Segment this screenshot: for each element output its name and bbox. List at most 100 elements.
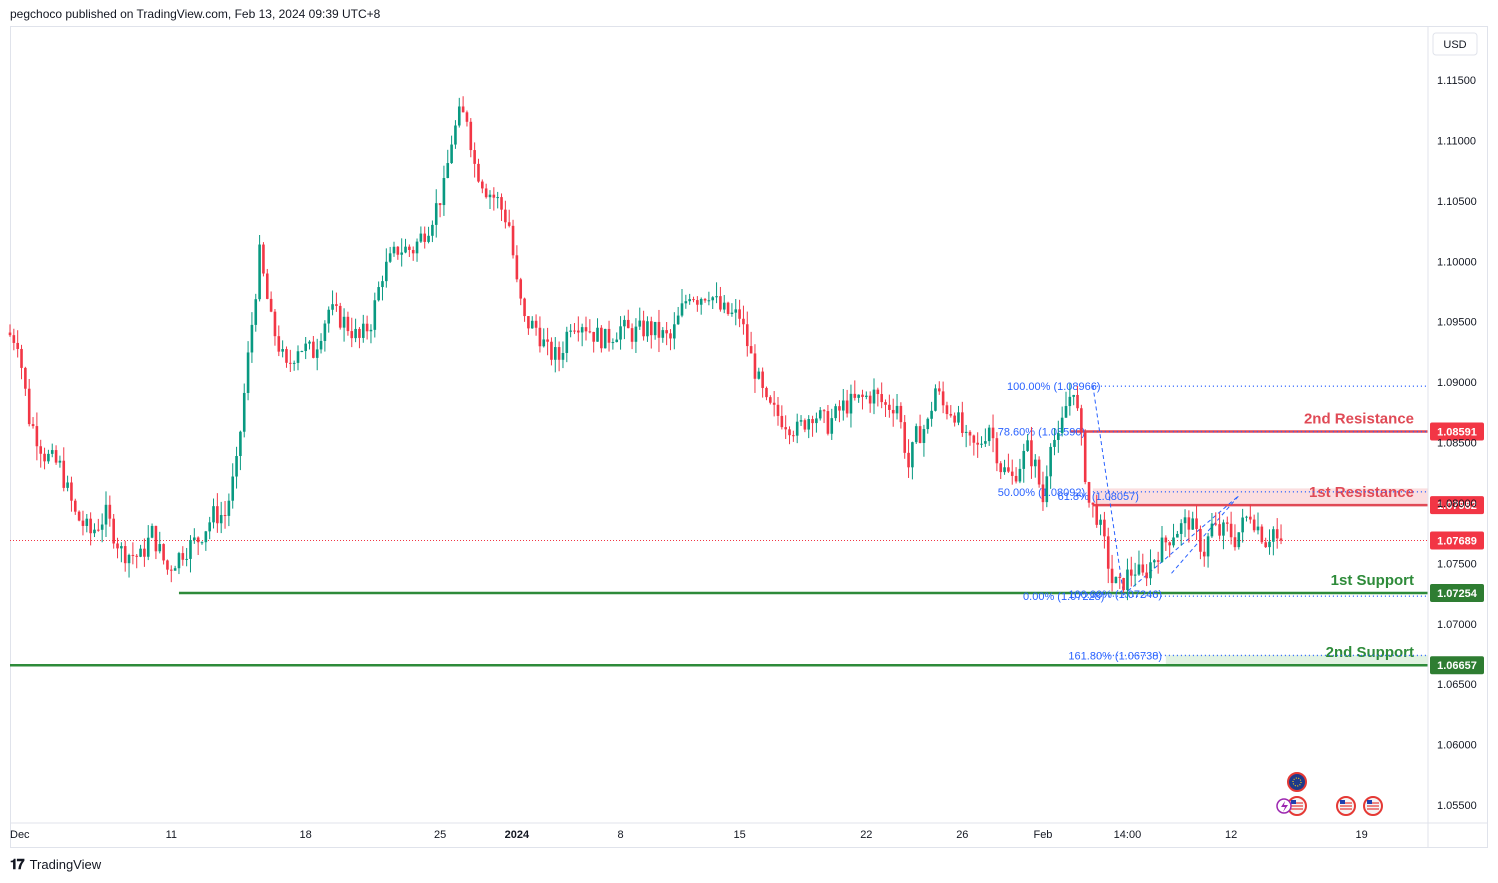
candle-body xyxy=(788,429,791,436)
candle-body xyxy=(189,540,192,559)
time-tick-label: 22 xyxy=(860,829,872,841)
tradingview-logo-icon[interactable]: 𝟏𝟕 xyxy=(10,856,25,872)
candle-body xyxy=(27,388,31,425)
currency-box[interactable] xyxy=(1432,32,1478,56)
candle-body xyxy=(1199,529,1202,552)
candle-body xyxy=(849,393,853,414)
candle-body xyxy=(70,482,73,501)
candle-body xyxy=(1133,574,1137,576)
candle-body xyxy=(492,194,496,198)
resistance-zone xyxy=(1092,488,1428,506)
candle-body xyxy=(1237,532,1241,548)
candle-body xyxy=(408,246,411,250)
candle-body xyxy=(262,244,265,274)
candle-body xyxy=(734,309,738,313)
candle-body xyxy=(865,395,868,397)
candle-body xyxy=(1118,576,1122,579)
candle-body xyxy=(411,249,415,254)
candle-body xyxy=(757,371,761,379)
candle-body xyxy=(327,309,331,324)
candle-body xyxy=(89,518,92,534)
candle-body xyxy=(481,181,484,189)
candle-body xyxy=(431,224,434,236)
footer: 𝟏𝟕 TradingView xyxy=(10,856,101,873)
candle-body xyxy=(776,404,780,416)
candle-body xyxy=(473,150,476,164)
candle-body xyxy=(116,543,119,549)
candle-body xyxy=(104,504,108,525)
candle-body xyxy=(1275,529,1279,539)
time-tick-label: 12 xyxy=(1225,829,1237,841)
candle-body xyxy=(615,339,619,343)
candle-body xyxy=(611,342,615,344)
candle-body xyxy=(895,405,899,414)
candle-body xyxy=(692,299,695,301)
candle-body xyxy=(891,409,895,414)
candle-body xyxy=(385,261,388,282)
candle-body xyxy=(600,327,603,349)
candle-body xyxy=(519,279,523,299)
candle-body xyxy=(619,326,622,340)
candle-body xyxy=(461,106,465,113)
candle-body xyxy=(361,323,365,338)
candle-body xyxy=(1179,523,1183,534)
candle-body xyxy=(204,531,208,543)
candle-body xyxy=(853,393,857,398)
candle-body xyxy=(1087,482,1091,503)
current-price-tag xyxy=(1430,531,1484,550)
candle-body xyxy=(1022,450,1026,469)
candle-body xyxy=(688,299,691,302)
candle-body xyxy=(634,326,638,342)
candle-body xyxy=(577,330,580,333)
candle-body xyxy=(415,241,419,254)
candle-body xyxy=(1141,564,1145,573)
candle-body xyxy=(242,392,246,432)
candle-body xyxy=(269,298,273,312)
candle-body xyxy=(1245,516,1248,518)
candle-body xyxy=(772,402,776,405)
level-name: 1st Support xyxy=(1331,572,1414,589)
candle-body xyxy=(377,287,380,301)
candle-body xyxy=(1252,519,1256,531)
candle-body xyxy=(1041,484,1045,503)
candle-body xyxy=(542,339,546,347)
candle-body xyxy=(761,371,764,388)
candle-body xyxy=(550,341,553,360)
flag-canton xyxy=(1340,800,1345,804)
candle-body xyxy=(1206,536,1210,557)
candle-body xyxy=(972,435,976,443)
candle-body xyxy=(699,298,703,305)
candle-body xyxy=(1183,517,1187,524)
candle-body xyxy=(884,402,887,405)
candle-body xyxy=(868,395,872,404)
candle-body xyxy=(488,194,492,198)
candle-body xyxy=(880,394,883,403)
candle-body xyxy=(373,300,377,330)
brand-name[interactable]: TradingView xyxy=(29,857,102,872)
price-tick-label: 1.10500 xyxy=(1437,196,1477,208)
candle-body xyxy=(822,410,826,412)
candle-body xyxy=(961,412,964,433)
candle-body xyxy=(108,504,112,519)
candle-body xyxy=(323,323,327,341)
candle-body xyxy=(166,560,169,570)
candle-body xyxy=(358,328,361,338)
price-axis: USD 1.11500 1.11000 1.10500 1.10000 1.09500 1.… xyxy=(10,27,1488,847)
candle-body xyxy=(97,529,100,531)
eu-flag-icon[interactable] xyxy=(1287,772,1307,792)
level-price-tag xyxy=(1430,422,1484,441)
candle-body xyxy=(630,328,634,342)
candle-body xyxy=(77,511,81,521)
time-tick-label: 14:00 xyxy=(1114,829,1142,841)
candle-body xyxy=(646,321,649,337)
candle-body xyxy=(592,331,595,342)
candle-body xyxy=(861,394,864,397)
candle-body xyxy=(588,331,592,333)
candle-body xyxy=(346,316,350,332)
candle-body xyxy=(811,419,814,424)
candle-body xyxy=(603,328,607,349)
candle-body xyxy=(1210,523,1214,537)
candle-body xyxy=(162,544,165,561)
candle-body xyxy=(1272,529,1275,542)
